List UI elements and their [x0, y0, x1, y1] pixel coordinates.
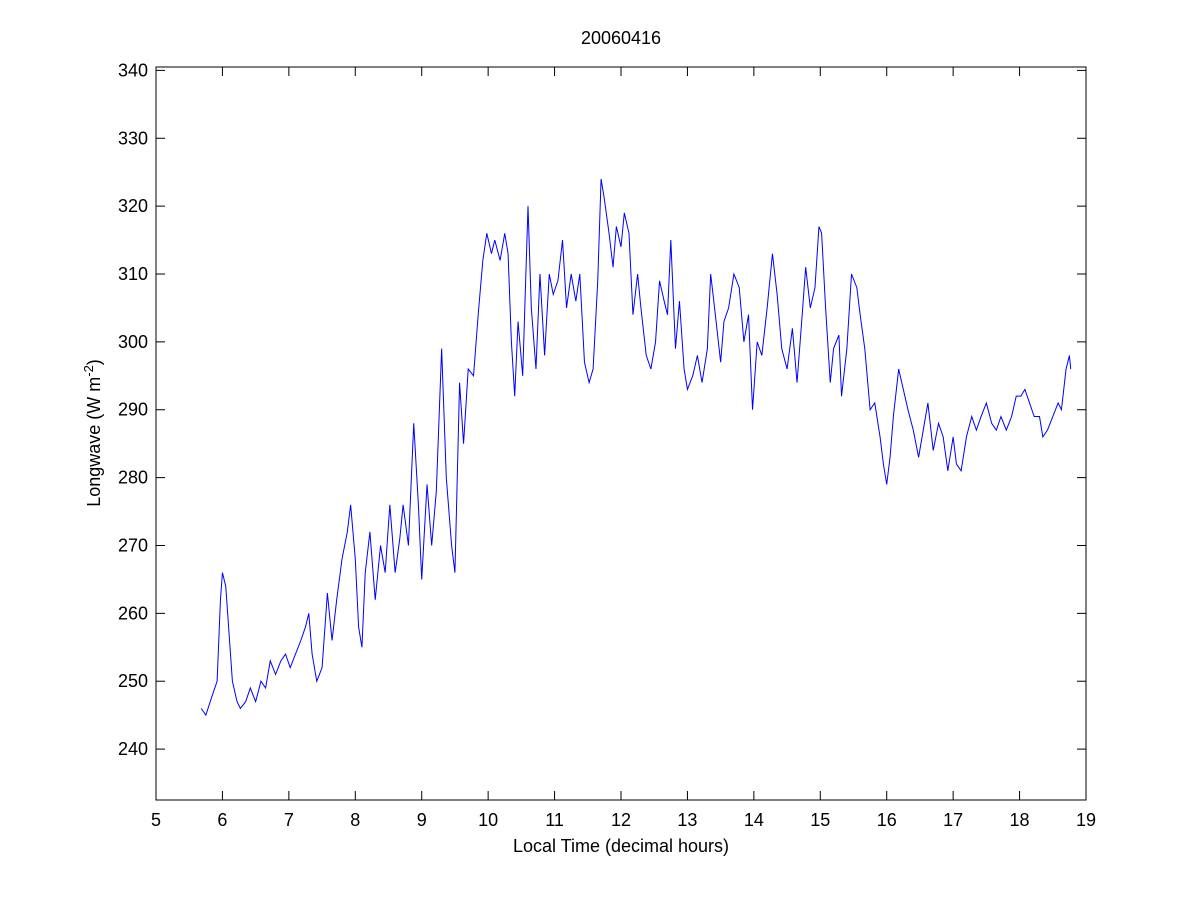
y-tick-label: 240 — [118, 739, 148, 759]
x-tick-label: 19 — [1076, 810, 1096, 830]
data-line — [200, 178, 1072, 717]
y-tick-label: 250 — [118, 671, 148, 691]
y-tick-label: 330 — [118, 128, 148, 148]
y-tick-label: 290 — [118, 400, 148, 420]
chart-title: 20060416 — [581, 28, 661, 48]
y-tick-label: 310 — [118, 264, 148, 284]
y-tick-label: 340 — [118, 60, 148, 80]
x-tick-label: 7 — [284, 810, 294, 830]
y-label-text: Longwave (W m — [84, 377, 104, 507]
x-tick-label: 12 — [611, 810, 631, 830]
y-axis-label: Longwave (W m-2) — [81, 359, 104, 507]
y-label-sup: -2 — [81, 365, 96, 377]
y-tick-label: 320 — [118, 196, 148, 216]
x-tick-label: 6 — [217, 810, 227, 830]
x-tick-label: 18 — [1010, 810, 1030, 830]
x-tick-label: 14 — [744, 810, 764, 830]
x-tick-label: 5 — [151, 810, 161, 830]
y-tick-label: 260 — [118, 603, 148, 623]
x-tick-label: 16 — [877, 810, 897, 830]
x-tick-label: 13 — [677, 810, 697, 830]
y-tick-label: 270 — [118, 535, 148, 555]
x-tick-label: 10 — [478, 810, 498, 830]
x-axis-label: Local Time (decimal hours) — [513, 836, 729, 856]
x-tick-label: 9 — [417, 810, 427, 830]
x-tick-label: 11 — [545, 810, 564, 830]
y-tick-label: 300 — [118, 332, 148, 352]
x-tick-label: 15 — [810, 810, 830, 830]
y-tick-label: 280 — [118, 468, 148, 488]
x-tick-label: 17 — [943, 810, 963, 830]
x-tick-label: 8 — [350, 810, 360, 830]
y-label-end: ) — [84, 359, 104, 365]
